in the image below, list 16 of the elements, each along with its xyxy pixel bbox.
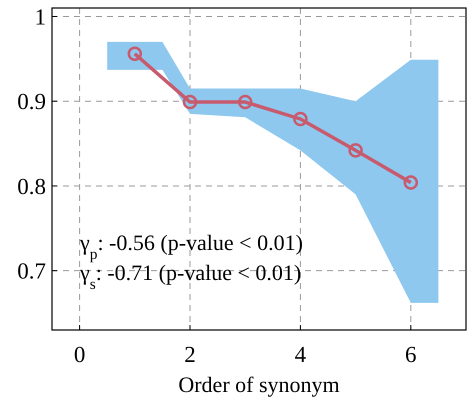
y-tick-label: 0.9 (17, 89, 46, 114)
x-tick-label: 0 (74, 342, 86, 367)
x-tick-label: 6 (405, 342, 417, 367)
annotation: γ$_{p}$: -0.56 (p-value < 0.01) (79, 230, 303, 262)
y-tick-label: 1 (34, 4, 46, 30)
x-tick-label: 4 (294, 342, 307, 367)
y-tick-label: 0.7 (17, 258, 46, 284)
x-axis-title: Order of synonym (178, 372, 340, 397)
point (182, 94, 198, 110)
point (348, 143, 363, 158)
x-tick-label: 2 (184, 342, 196, 367)
point (293, 112, 308, 126)
point (238, 94, 252, 110)
point (128, 46, 142, 62)
y-tick-label: 0.8 (17, 174, 46, 199)
point (404, 175, 418, 190)
